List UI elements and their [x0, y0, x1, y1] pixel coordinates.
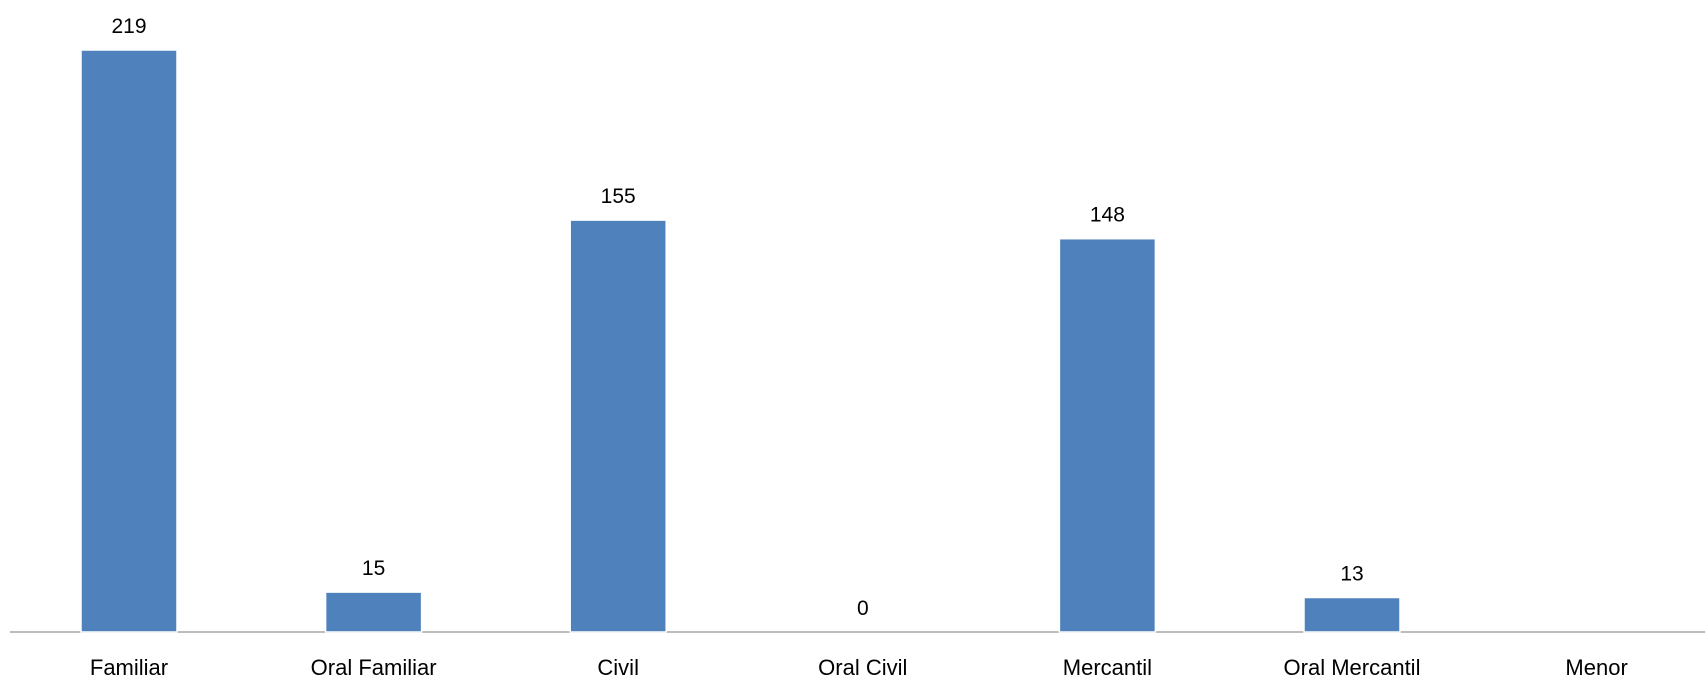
category-label: Familiar: [90, 655, 168, 678]
bars-layer: [80, 49, 1401, 633]
bar-civil: [569, 219, 667, 633]
category-label: Menor: [1565, 655, 1627, 678]
bar-mercantil: [1058, 237, 1157, 633]
bar-oral-mercantil: [1303, 596, 1401, 633]
category-label: Civil: [597, 655, 639, 678]
value-label: 15: [362, 557, 385, 580]
value-label: 219: [111, 15, 146, 38]
value-label: 148: [1090, 204, 1125, 227]
category-label: Oral Civil: [818, 655, 907, 678]
value-label: 155: [601, 185, 636, 208]
bar-familiar: [80, 49, 178, 633]
category-label: Oral Familiar: [311, 655, 437, 678]
value-label: 0: [857, 597, 869, 620]
category-label: Oral Mercantil: [1284, 655, 1421, 678]
value-labels-layer: 219 15 155 0 148 13: [111, 15, 1363, 620]
value-label: 13: [1340, 563, 1363, 586]
category-label: Mercantil: [1063, 655, 1152, 678]
category-labels-layer: Familiar Oral Familiar Civil Oral Civil Merc…: [90, 655, 1628, 678]
bar-oral-familiar: [324, 591, 423, 633]
